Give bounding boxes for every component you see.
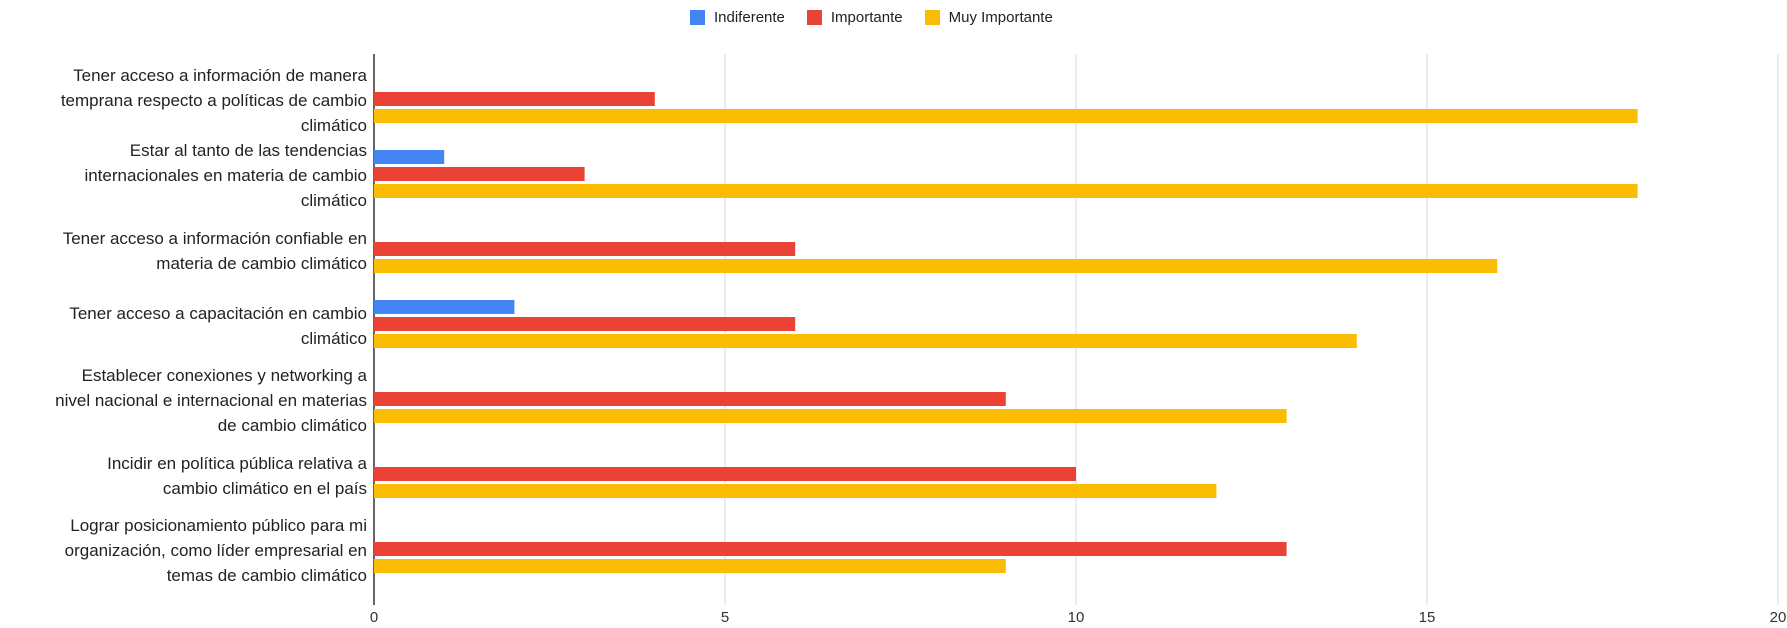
category-label-line: Estar al tanto de las tendencias xyxy=(129,141,367,160)
category-label-line: cambio climático en el país xyxy=(162,478,367,498)
bar-importante xyxy=(374,92,655,106)
category-label-line: Establecer conexiones y networking a xyxy=(81,366,367,385)
category-label: Lograr posicionamiento público para mi or… xyxy=(7,513,367,588)
legend-label: Importante xyxy=(830,9,903,26)
x-tick-label: 5 xyxy=(721,609,729,626)
bar-indiferente xyxy=(374,300,515,314)
legend-label: Indiferente xyxy=(714,9,785,26)
legend-swatch xyxy=(806,10,822,25)
legend-swatch xyxy=(924,10,940,25)
legend-label: Muy Importante xyxy=(948,9,1053,26)
category-label: Tener acceso a información de manera temp… xyxy=(7,63,367,138)
category-label: Tener acceso a información confiable en m… xyxy=(7,226,367,276)
bar-muy-importante xyxy=(374,184,1638,198)
x-tick-label: 15 xyxy=(1419,609,1436,626)
bar-importante xyxy=(374,167,585,181)
x-tick-label: 0 xyxy=(370,609,378,626)
legend-swatch xyxy=(690,10,705,25)
bar-importante xyxy=(374,467,1076,481)
category-label-line: internacionales en materia de cambio xyxy=(84,166,367,185)
category-label-line: Lograr posicionamiento público para mi xyxy=(70,516,367,535)
bar-importante xyxy=(374,317,796,331)
category-label-line: organización, como líder empresarial en xyxy=(64,541,367,560)
category-label-line: nivel nacional e internacional en materi… xyxy=(55,391,367,410)
x-tick-label: 10 xyxy=(1068,609,1085,626)
category-label: Incidir en política pública relativa a ca… xyxy=(7,451,367,501)
category-label: Estar al tanto de las tendencias internac… xyxy=(7,138,367,213)
x-tick-label: 20 xyxy=(1770,609,1787,626)
legend-item: Importante xyxy=(806,9,903,26)
category-label-line: de cambio climático xyxy=(217,416,367,435)
bar-importante xyxy=(374,242,796,256)
category-label-line: climático xyxy=(300,116,367,135)
category-label-line: Tener acceso a información confiable en xyxy=(62,228,367,248)
bar-muy-importante xyxy=(374,484,1217,498)
category-label-line: materia de cambio climático xyxy=(156,253,367,273)
bar-muy-importante xyxy=(374,259,1498,273)
category-label-line: climático xyxy=(300,328,367,348)
bar-muy-importante xyxy=(374,109,1638,123)
bar-muy-importante xyxy=(374,409,1287,423)
bar-muy-importante xyxy=(374,334,1357,348)
category-label-line: climático xyxy=(300,191,367,210)
bar-importante xyxy=(374,392,1006,406)
legend-item: Indiferente xyxy=(690,9,785,26)
category-label-line: temas de cambio climático xyxy=(166,566,367,585)
category-label-line: temprana respecto a políticas de cambio xyxy=(60,91,367,110)
category-label-line: Tener acceso a información de manera xyxy=(73,66,367,85)
legend-item: Muy Importante xyxy=(924,9,1053,26)
bar-importante xyxy=(374,542,1287,556)
bar-indiferente xyxy=(374,150,445,164)
category-label: Tener acceso a capacitación en cambio cli… xyxy=(7,301,367,351)
bar-muy-importante xyxy=(374,559,1006,573)
category-label-line: Tener acceso a capacitación en cambio xyxy=(69,303,367,323)
category-label-line: Incidir en política pública relativa a xyxy=(107,453,367,473)
legend: Indiferente Importante Muy Importante xyxy=(690,9,1053,26)
category-label: Establecer conexiones y networking a nive… xyxy=(7,363,367,438)
